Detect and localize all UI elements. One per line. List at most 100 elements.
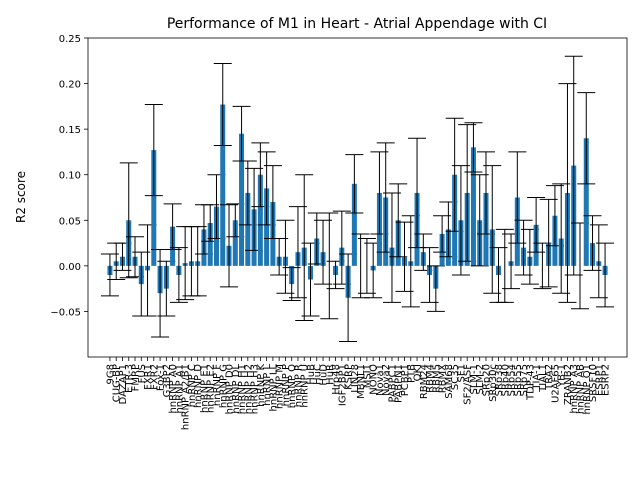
x-tick-label: ETR-3 xyxy=(124,364,135,393)
x-tick-label: Fox-1 xyxy=(156,364,167,391)
x-tick-label: IGF2BP1 xyxy=(337,364,348,406)
x-tick-label: NONO xyxy=(369,364,380,395)
x-tick-label: SRp55 xyxy=(513,364,524,396)
x-tick-label: HuR xyxy=(325,364,336,385)
x-tick-label: SF2/ASF xyxy=(463,364,474,405)
y-tick-label: 0.15 xyxy=(59,125,81,136)
bar xyxy=(264,188,270,266)
x-tick-label: hnRNP A2/B1 xyxy=(181,364,192,430)
plot-frame xyxy=(87,37,628,358)
x-tick-label: TIAL1 xyxy=(538,364,549,393)
x-tick-label: U2AF65 xyxy=(550,364,561,403)
x-tick-label: RBM24 xyxy=(419,364,430,399)
x-tick-label: hnRNP C xyxy=(187,364,198,407)
x-tick-label: hnRNP A0 xyxy=(168,364,179,414)
x-tick-label: Hrp48 xyxy=(331,364,342,395)
bar xyxy=(220,104,226,266)
x-tick-label: SRp54 xyxy=(507,364,518,396)
x-tick-label: Nova1 xyxy=(375,364,386,396)
x-tick-label: hnRNP G xyxy=(218,364,229,408)
x-tick-label: hnRNP LL xyxy=(268,364,279,412)
bar xyxy=(470,147,476,266)
x-tick-label: hnRNP L xyxy=(262,364,273,406)
x-tick-label: SLM-1 xyxy=(469,364,480,395)
bar xyxy=(245,192,251,266)
x-tick-label: hnRNP M xyxy=(275,364,286,409)
y-tick-label: 0.10 xyxy=(59,171,81,182)
bar xyxy=(207,223,213,266)
bar xyxy=(151,150,157,266)
bar xyxy=(257,174,263,266)
x-tick-label: FMRP xyxy=(131,364,142,391)
x-tick-label: SLM-2 xyxy=(475,364,486,395)
x-tick-label: RBMX xyxy=(438,364,449,393)
bar xyxy=(232,220,238,266)
x-tick-label: HuB xyxy=(306,364,317,385)
bar xyxy=(239,133,245,266)
x-tick-label: PCBP1 xyxy=(400,364,411,396)
x-tick-label: MSI1 xyxy=(362,364,373,388)
x-tick-label: hnRNP Q1 xyxy=(582,364,593,415)
x-tick-label: LIN28 xyxy=(350,364,361,393)
x-tick-label: hnRNP F xyxy=(212,364,223,406)
x-tick-label: hnRNP A1 xyxy=(174,364,185,414)
x-tick-label: TRA2 xyxy=(544,364,555,391)
x-tick-label: hnRNP D xyxy=(193,364,204,408)
bar xyxy=(583,138,589,266)
x-tick-label: KSRP xyxy=(344,364,355,390)
x-tick-label: G3BP2 xyxy=(162,364,173,397)
x-tick-label: PTB xyxy=(406,364,417,383)
x-tick-label: SF1 xyxy=(456,364,467,382)
bar xyxy=(351,183,357,266)
x-tick-label: HuD xyxy=(319,364,330,386)
y-tick-label: 0.25 xyxy=(59,34,81,45)
x-tick-label: FUS xyxy=(137,364,148,383)
x-tick-label: hnRNP D0 xyxy=(225,364,236,414)
x-tick-label: hnRNP P xyxy=(281,364,292,406)
x-tick-label: YB-1 xyxy=(557,364,568,388)
x-tick-label: SC35 xyxy=(450,364,461,390)
x-tick-label: FXR2 xyxy=(149,364,160,390)
x-tick-label: hnRNP E1 xyxy=(199,364,210,413)
x-tick-label: hnRNP H3 xyxy=(250,364,261,414)
x-tick-label: PABPN1 xyxy=(394,364,405,403)
x-tick-label: HuC xyxy=(312,364,323,385)
x-tick-label: hnRNP A3 xyxy=(569,364,580,414)
x-tick-label: DAZAP1 xyxy=(118,364,129,404)
x-tick-label: SAM68 xyxy=(444,364,455,399)
x-tick-label: SRp20 xyxy=(481,364,492,396)
x-tick-label: SRp75 xyxy=(519,364,530,396)
x-tick-label: Nova2 xyxy=(381,364,392,396)
x-tick-label: hnRNP Q xyxy=(287,364,298,408)
x-tick-label: SRp40 xyxy=(500,364,511,396)
x-tick-label: SRp38 xyxy=(494,364,505,396)
x-tick-label: RBM4 xyxy=(425,364,436,393)
x-tick-label: SRSF10 xyxy=(588,364,599,402)
y-tick-label: 0.20 xyxy=(59,80,81,91)
x-tick-label: PABPC1 xyxy=(387,364,398,402)
x-tick-label: TIA-1 xyxy=(532,364,543,391)
x-tick-label: hnRNP DL xyxy=(231,364,242,414)
x-tick-label: hnRNP AB xyxy=(575,364,586,414)
x-tick-label: hnRNP R xyxy=(293,364,304,407)
x-tick-label: 9G8 xyxy=(105,364,116,384)
x-tick-label: ZRANB2 xyxy=(563,364,574,405)
x-tick-label: MBNL1 xyxy=(356,364,367,399)
x-tick-label: hnRNP K xyxy=(256,364,267,407)
x-tick-label: hnRNP H2 xyxy=(243,364,254,414)
x-tick-label: SRp30c xyxy=(488,364,499,402)
x-tick-label: hnRNP H1 xyxy=(237,364,248,414)
x-tick-label: RBM5 xyxy=(431,364,442,393)
x-tick-label: FXR1 xyxy=(143,364,154,390)
x-tick-label: ESRP1 xyxy=(594,364,605,396)
x-tick-label: hnRNP U xyxy=(300,364,311,408)
y-tick-label: 0.00 xyxy=(59,262,81,273)
x-tick-label: ESRP2 xyxy=(601,364,612,396)
x-tick-label: TDP-43 xyxy=(525,364,536,401)
y-axis-label: R2 score xyxy=(14,171,28,223)
x-tick-label: hnRNP E2 xyxy=(206,364,217,413)
y-tick-label: 0.05 xyxy=(59,216,81,227)
chart-title: Performance of M1 in Heart - Atrial Appe… xyxy=(167,16,547,32)
y-tick-label: −0.05 xyxy=(50,307,81,318)
